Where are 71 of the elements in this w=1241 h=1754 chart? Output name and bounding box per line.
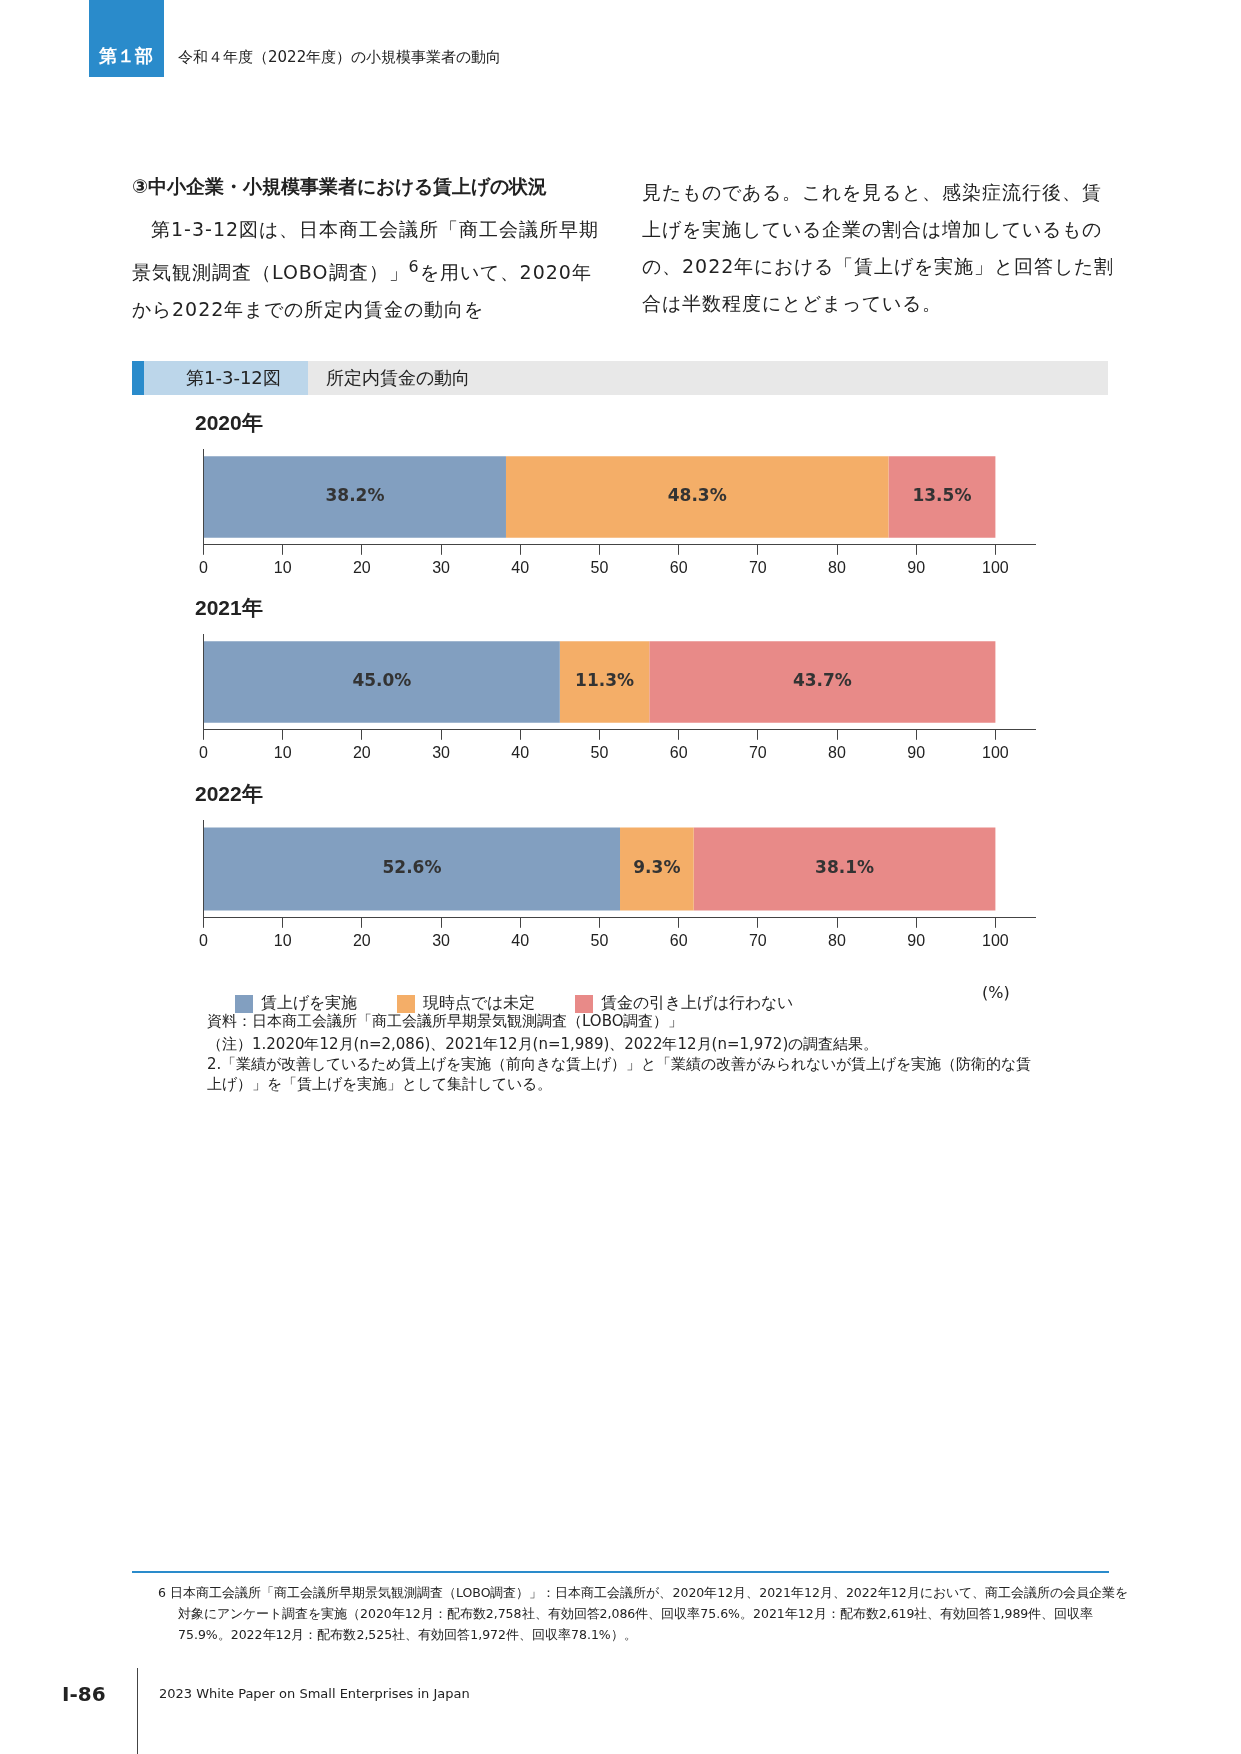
x-tick-label: 40 [511,558,530,576]
data-label: 38.1% [815,857,875,878]
text: I-86 [62,1682,106,1706]
x-tick-label: 20 [352,558,371,576]
bar [620,827,694,911]
bar [693,827,996,911]
bar [505,456,889,538]
x-tick-label: 60 [669,743,688,761]
bar [559,641,650,723]
bar [649,641,996,723]
x-axis-title: (%) [982,983,1010,1002]
text: 第１部 [89,0,164,77]
x-tick-label: 70 [748,931,767,949]
data-label: 45.0% [352,670,412,691]
legend-label: 賃金の引き上げは行わない [601,994,793,1012]
chart-title: 2020年 [195,411,263,435]
bar [203,827,621,911]
x-tick-label: 10 [273,931,292,949]
data-label: 48.3% [667,485,727,506]
text: 2.「業績が改善しているため賃上げを実施（前向きな賃上げ）」と「業績の改善がみられないが賃上げを実施（防衛的な賃上げ）」を「賃上げを実施」として集計している。 [207,1054,1033,1094]
bar [888,456,996,538]
text: 所定内賃金の動向 [308,361,1108,395]
x-tick-label: 0 [199,743,208,761]
data-label: 13.5% [912,485,972,506]
x-tick-label: 80 [828,743,847,761]
x-tick-label: 10 [273,743,292,761]
x-tick-label: 90 [907,931,926,949]
x-tick-label: 20 [352,931,371,949]
chart-title: 2022年 [195,782,263,806]
text: 2023 White Paper on Small Enterprises in Japan [159,1686,470,1701]
data-label: 9.3% [633,857,681,878]
data-label: 38.2% [325,485,385,506]
x-tick-label: 90 [907,558,926,576]
data-label: 11.3% [575,670,635,691]
x-tick-label: 50 [590,931,609,949]
chart-title: 2021年 [195,596,263,620]
text: 令和４年度（2022年度）の小規模事業者の動向 [178,48,502,67]
x-tick-label: 30 [432,558,451,576]
text: 見たものである。これを見ると、感染症流行後、賃上げを実施している企業の割合は増加しているものの、2022年における「賃上げを実施」と回答した割合は半数程度にとどまっている。 [642,180,1116,316]
text: （注）1.2020年12月(n=2,086)、2021年12月(n=1,989)、2022年12月(n=1,972)の調査結果。 [207,1035,879,1054]
text: 6 日本商工会議所「商工会議所早期景気観測調査（LOBO調査）」：日本商工会議所が、2020年12月、2021年12月、2022年12月において、商工会議所の会員企業を対象にアンケート調査を実施（2020年12月：配布数2,758社、有効回答2,086件、回収率75.6%。2021年12月：配布数2,619社、有効回答1,989件、回収率75.9%。2022年12月：配布数2,525社、有効回答1,972件、回収率78.1%）。 [158,1584,1129,1644]
text: 第1-3-12図は、日本商工会議所「商工会議所早期景気観測調査（LOBO調査）」$^{6}$を用いて、2020年から2022年までの所定内賃金の動向を [132,217,601,323]
x-tick-label: 50 [590,743,609,761]
x-tick-label: 50 [590,558,609,576]
x-tick-label: 100 [982,931,1009,949]
x-tick-label: 70 [748,558,767,576]
text: ③中小企業・小規模事業者における賃上げの状況 [132,174,549,199]
text: 資料：日本商工会議所「商工会議所早期景気観測調査（LOBO調査）」 [207,1012,684,1031]
x-tick-label: 100 [982,558,1009,576]
x-tick-label: 10 [273,558,292,576]
x-tick-label: 20 [352,743,371,761]
text: 第1-3-12図 [132,361,308,395]
x-tick-label: 40 [511,931,530,949]
x-tick-label: 80 [828,931,847,949]
data-label: 43.7% [792,670,852,691]
bar [203,456,506,538]
x-tick-label: 0 [199,558,208,576]
bar [203,641,560,723]
x-tick-label: 60 [669,931,688,949]
x-tick-label: 70 [748,743,767,761]
x-tick-label: 100 [982,743,1009,761]
x-tick-label: 60 [669,558,688,576]
x-tick-label: 30 [432,743,451,761]
legend-label: 現時点では未定 [423,994,535,1012]
x-tick-label: 80 [828,558,847,576]
data-label: 52.6% [382,857,442,878]
x-tick-label: 90 [907,743,926,761]
x-tick-label: 40 [511,743,530,761]
x-tick-label: 0 [199,931,208,949]
legend-label: 賃上げを実施 [261,994,357,1012]
x-tick-label: 30 [432,931,451,949]
